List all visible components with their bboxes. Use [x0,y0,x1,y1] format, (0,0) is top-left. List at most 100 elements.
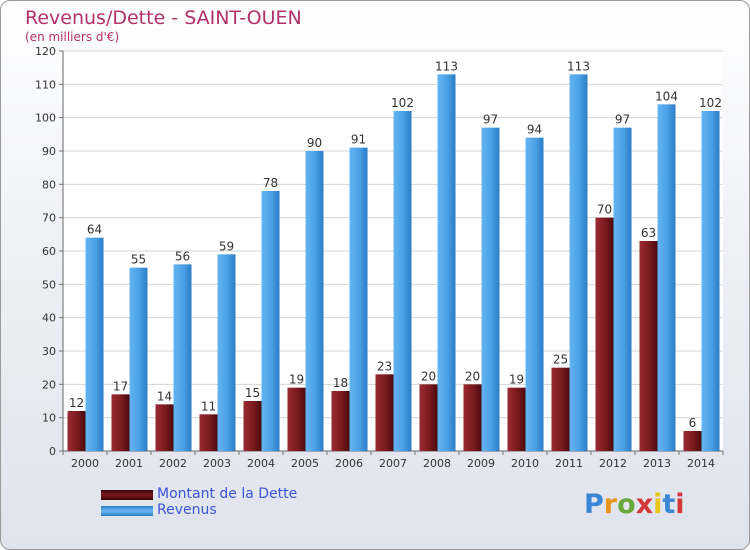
chart-subtitle: (en milliers d'€) [25,30,120,44]
data-label-dette-2002: 14 [157,389,172,403]
y-tick-label: 40 [42,312,56,325]
data-label-dette-2005: 19 [289,373,304,387]
x-tick-label: 2009 [467,457,495,470]
data-label-revenus-2005: 90 [307,136,322,150]
bar-revenus-2008 [437,74,456,451]
bar-revenus-2006 [349,147,368,451]
data-label-revenus-2001: 55 [131,253,146,267]
legend-swatch-dette [101,490,153,500]
logo-letter: P [584,489,604,520]
x-tick-label: 2005 [291,457,319,470]
legend-label-revenus: Revenus [157,502,217,518]
x-tick-label: 2006 [335,457,363,470]
bar-revenus-2014 [701,111,720,451]
y-tick-label: 50 [42,278,56,291]
proxiti-logo: Proxiti [584,489,685,520]
data-label-dette-2004: 15 [245,386,260,400]
data-label-revenus-2006: 91 [351,133,366,147]
x-tick-label: 2008 [423,457,451,470]
legend-label-dette: Montant de la Dette [157,486,298,502]
x-tick-label: 2001 [115,457,143,470]
bar-dette-2012 [595,217,614,451]
data-label-revenus-2013: 104 [655,89,678,103]
data-label-dette-2010: 19 [509,373,524,387]
bar-revenus-2011 [569,74,588,451]
data-label-revenus-2008: 113 [435,59,458,73]
y-tick-label: 10 [42,412,56,425]
y-tick-label: 80 [42,178,56,191]
bar-dette-2002 [155,404,174,451]
bar-revenus-2010 [525,137,544,451]
bar-revenus-2012 [613,127,632,452]
bar-revenus-2002 [173,264,192,451]
y-tick-label: 70 [42,212,56,225]
logo-letter: o [617,489,636,520]
bar-revenus-2001 [129,267,148,451]
bar-dette-2000 [67,411,86,451]
legend-swatch-revenus [101,506,153,516]
x-tick-label: 2013 [643,457,671,470]
logo-letter: i [675,489,685,520]
logo-letter: x [635,489,654,520]
data-label-dette-2000: 12 [69,396,84,410]
data-label-dette-2007: 23 [377,359,392,373]
x-tick-label: 2010 [511,457,539,470]
data-label-dette-2003: 11 [201,399,216,413]
y-tick-label: 90 [42,145,56,158]
bar-dette-2004 [243,401,262,451]
bar-revenus-2005 [305,151,324,451]
logo-letter: r [603,489,618,520]
x-tick-label: 2012 [599,457,627,470]
bar-dette-2013 [639,241,658,451]
data-label-revenus-2003: 59 [219,239,234,253]
y-tick-label: 110 [35,78,56,91]
bar-revenus-2003 [217,254,236,451]
y-tick-label: 20 [42,378,56,391]
data-label-dette-2009: 20 [465,369,480,383]
data-label-revenus-2011: 113 [567,59,590,73]
x-tick-label: 2014 [687,457,715,470]
bar-dette-2011 [551,367,570,451]
data-label-dette-2006: 18 [333,376,348,390]
bar-dette-2010 [507,387,526,451]
data-label-revenus-2000: 64 [87,223,102,237]
x-tick-label: 2007 [379,457,407,470]
x-tick-label: 2000 [71,457,99,470]
bar-dette-2006 [331,391,350,451]
logo-letter: i [653,489,663,520]
bar-dette-2009 [463,384,482,451]
bar-revenus-2007 [393,111,412,451]
data-label-revenus-2004: 78 [263,176,278,190]
bar-revenus-2013 [657,104,676,451]
data-label-revenus-2014: 102 [699,96,722,110]
data-label-dette-2011: 25 [553,353,568,367]
bar-revenus-2004 [261,191,280,451]
x-tick-label: 2011 [555,457,583,470]
bar-dette-2007 [375,374,394,451]
data-label-revenus-2007: 102 [391,96,414,110]
data-label-dette-2012: 70 [597,203,612,217]
x-tick-label: 2002 [159,457,187,470]
logo-letter: t [662,489,676,520]
chart-title: Revenus/Dette - SAINT-OUEN [25,7,302,29]
y-tick-label: 0 [49,445,56,458]
data-label-dette-2008: 20 [421,369,436,383]
data-label-dette-2013: 63 [641,226,656,240]
bar-revenus-2009 [481,127,500,452]
y-tick-label: 60 [42,245,56,258]
data-label-revenus-2002: 56 [175,249,190,263]
y-tick-label: 120 [35,45,56,58]
data-label-dette-2014: 6 [689,416,697,430]
y-tick-label: 100 [35,112,56,125]
y-tick-label: 30 [42,345,56,358]
bar-dette-2008 [419,384,438,451]
bar-dette-2003 [199,414,218,451]
x-tick-label: 2003 [203,457,231,470]
data-label-revenus-2012: 97 [615,113,630,127]
data-label-revenus-2010: 94 [527,123,542,137]
data-label-revenus-2009: 97 [483,113,498,127]
bar-dette-2001 [111,394,130,451]
bar-dette-2014 [683,431,702,451]
bar-revenus-2000 [85,237,104,451]
